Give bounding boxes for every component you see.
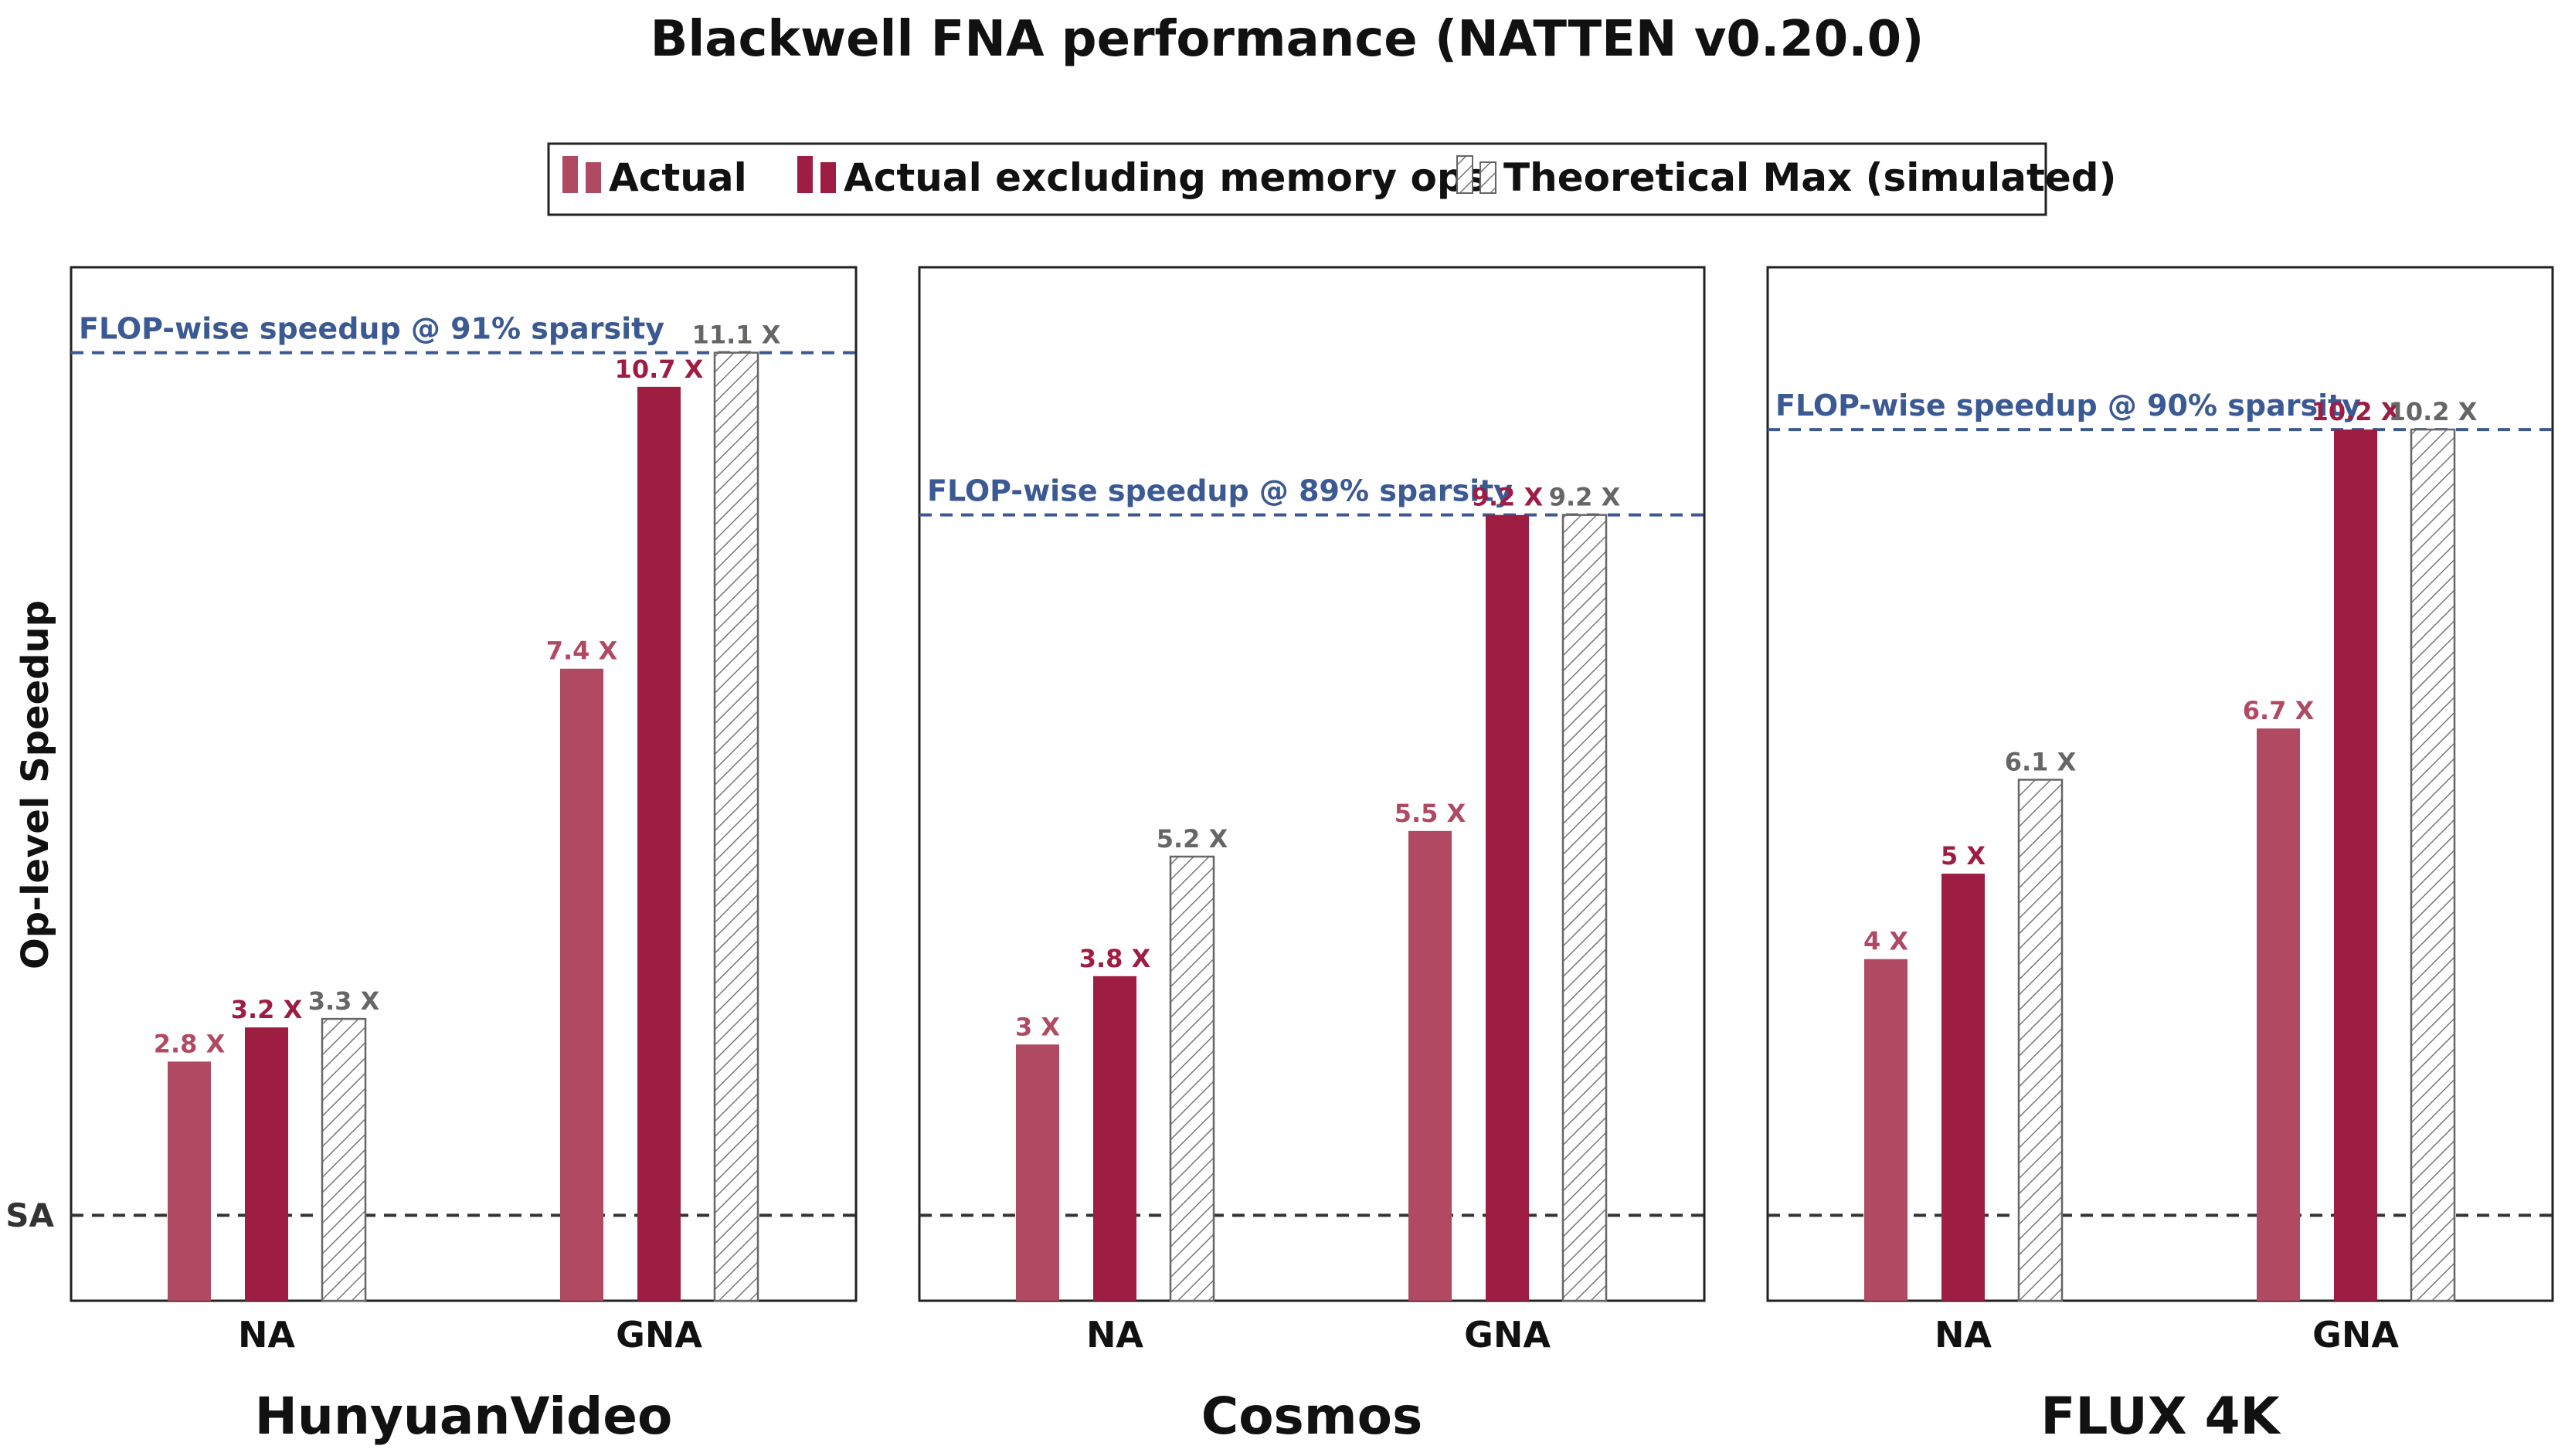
bar-hunyuanvideo-na-actual-excl-mem [245,1027,288,1301]
bar-flux-4k-gna-actual [2257,728,2300,1301]
x-tick-label: NA [1086,1314,1143,1356]
data-label: 4 X [1863,927,1908,956]
data-label: 3.3 X [308,986,380,1016]
legend-label: Actual excluding memory ops [844,155,1487,200]
bar-hunyuanvideo-gna-actual [560,668,603,1301]
x-tick-label: GNA [616,1314,702,1356]
bar-cosmos-na-actual-excl-mem [1093,976,1136,1301]
legend-swatch [1456,155,1473,194]
data-label: 3 X [1015,1012,1060,1041]
bar-cosmos-gna-theoretical [1561,514,1608,1302]
baseline-tick-label: SA [5,1196,54,1234]
legend-item-theoretical: Theoretical Max (simulated) [1456,155,2116,200]
legend-label: Theoretical Max (simulated) [1503,155,2116,200]
data-label: 6.7 X [2243,696,2315,725]
legend-item-actual: Actual [562,155,747,200]
flop-speedup-label: FLOP-wise speedup @ 89% sparsity [927,474,1513,508]
x-tick-label: GNA [1464,1314,1551,1356]
x-tick-label: NA [1935,1314,1992,1356]
bar-flux-4k-na-theoretical [2017,779,2064,1302]
bar-cosmos-gna-actual [1408,830,1452,1301]
data-label: 9.2 X [1472,483,1544,512]
bar-hunyuanvideo-na-theoretical [321,1017,367,1302]
data-label: 2.8 X [154,1029,226,1058]
data-label: 10.2 X [2389,397,2478,426]
flop-speedup-label: FLOP-wise speedup @ 90% sparsity [1775,389,2361,423]
chart-title: Blackwell FNA performance (NATTEN v0.20.… [651,11,1924,68]
panel-flux-4k: FLOP-wise speedup @ 90% sparsity 4 X 5 X 6.… [1766,266,2554,1446]
panel-title: FLUX 4K [2040,1386,2281,1446]
data-label: 5.5 X [1395,799,1466,828]
bar-hunyuanvideo-na-actual [168,1061,211,1301]
bar-flux-4k-gna-theoretical [2410,428,2456,1302]
data-label: 3.8 X [1079,944,1151,973]
legend-swatch [1479,161,1496,194]
bar-flux-4k-na-actual [1864,959,1907,1301]
x-tick-label: NA [238,1314,295,1356]
bar-flux-4k-na-actual-excl-mem [1941,874,1985,1301]
bar-hunyuanvideo-gna-actual-excl-mem [637,386,681,1301]
data-label: 11.1 X [692,321,781,350]
data-label: 7.4 X [546,636,618,666]
data-label: 10.7 X [615,355,704,384]
data-label: 10.2 X [2312,397,2400,426]
bar-cosmos-na-actual [1016,1044,1059,1301]
panel-title: Cosmos [1201,1386,1422,1446]
flop-speedup-label: FLOP-wise speedup @ 91% sparsity [79,312,664,346]
bar-cosmos-na-theoretical [1169,855,1215,1302]
data-label: 6.1 X [2005,747,2077,776]
bar-hunyuanvideo-gna-theoretical [713,351,759,1302]
legend-swatch [586,162,601,193]
x-tick-label: GNA [2312,1314,2399,1356]
bar-cosmos-gna-actual-excl-mem [1486,514,1529,1301]
y-axis-label: Op-level Speedup [14,600,57,969]
data-label: 5 X [1941,841,1986,871]
data-label: 9.2 X [1549,483,1621,512]
legend-item-actual-excl-mem: Actual excluding memory ops [797,155,1487,200]
panels: FLOP-wise speedup @ 91% sparsity 2.8 X3.2… [70,266,2554,1446]
bar-flux-4k-gna-actual-excl-mem [2334,429,2377,1302]
panel-cosmos: FLOP-wise speedup @ 89% sparsity 3 X 3.8 X… [918,266,1706,1446]
legend-swatch [820,162,836,193]
legend-swatch [562,156,578,193]
legend: Actual Actual excluding memory ops Theoret… [547,142,2116,216]
legend-label: Actual [609,155,747,200]
data-label: 5.2 X [1157,824,1228,854]
data-label: 3.2 X [231,995,303,1024]
legend-items: Actual Actual excluding memory ops Theoret… [562,155,2116,200]
panel-title: HunyuanVideo [255,1386,673,1446]
panel-hunyuanvideo: FLOP-wise speedup @ 91% sparsity 2.8 X3.2… [70,266,858,1446]
legend-swatch [797,156,813,193]
